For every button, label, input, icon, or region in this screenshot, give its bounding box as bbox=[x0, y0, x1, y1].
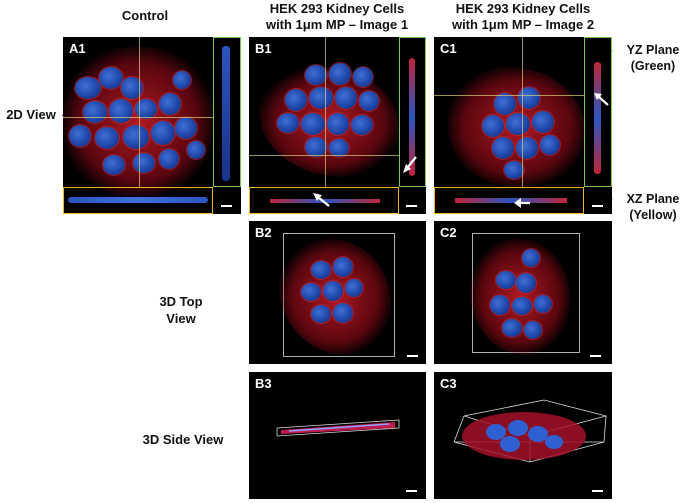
row-label-3d-side-view: 3D Side View bbox=[142, 432, 224, 447]
b3-side-slab bbox=[276, 419, 400, 437]
c2-scale-bar bbox=[590, 355, 601, 357]
annotation-xz-plane: XZ Plane (Yellow) bbox=[618, 191, 687, 223]
header-image2-line1: HEK 293 Kidney Cells bbox=[455, 1, 591, 16]
a1-scale-bar bbox=[221, 205, 232, 207]
panel-label-c1: C1 bbox=[440, 41, 457, 56]
b1-xz-plane-strip bbox=[249, 187, 399, 214]
c3-scale-bar bbox=[592, 490, 603, 492]
header-image1-line1: HEK 293 Kidney Cells bbox=[269, 1, 405, 16]
annotation-yz-line1: YZ Plane bbox=[626, 43, 680, 57]
header-image1: HEK 293 Kidney Cells with 1μm MP – Image… bbox=[248, 1, 426, 33]
panel-label-c3: C3 bbox=[440, 376, 457, 391]
panel-c1-image2-2d: C1 bbox=[434, 37, 612, 214]
annotation-xz-line2: (Yellow) bbox=[629, 208, 677, 222]
panel-label-c2: C2 bbox=[440, 225, 457, 240]
panel-a1-control-2d: A1 bbox=[63, 37, 241, 214]
c1-yz-plane-strip bbox=[584, 37, 612, 187]
b3-scale-bar bbox=[406, 490, 417, 492]
annotation-yz-line2: (Green) bbox=[630, 59, 676, 73]
c1-yz-arrow-icon bbox=[594, 93, 609, 106]
header-image2: HEK 293 Kidney Cells with 1μm MP – Image… bbox=[434, 1, 612, 33]
row-label-2d-view: 2D View bbox=[6, 107, 56, 122]
annotation-yz-plane: YZ Plane (Green) bbox=[618, 42, 687, 74]
annotation-xz-line1: XZ Plane bbox=[626, 192, 680, 206]
c1-xz-plane-strip bbox=[434, 187, 584, 214]
panel-b1-image1-2d: B1 bbox=[249, 37, 426, 214]
panel-label-b3: B3 bbox=[255, 376, 272, 391]
header-image1-line2: with 1μm MP – Image 1 bbox=[265, 17, 409, 32]
row-label-3d-top-line2: View bbox=[166, 311, 196, 326]
panel-b3-image1-3d-side: B3 bbox=[249, 372, 426, 499]
c1-xz-arrow-icon bbox=[514, 198, 530, 208]
row-label-3d-top-view: 3D Top View bbox=[126, 293, 236, 327]
panel-label-b1: B1 bbox=[255, 41, 272, 56]
row-label-3d-top-line1: 3D Top bbox=[159, 294, 203, 309]
panel-c3-image2-3d-side: C3 bbox=[434, 372, 612, 499]
c1-scale-bar bbox=[592, 205, 603, 207]
b1-xz-arrow-icon bbox=[313, 193, 330, 207]
a1-xz-plane-strip bbox=[63, 187, 213, 214]
a1-yz-plane-strip bbox=[213, 37, 241, 187]
b2-scale-bar bbox=[407, 355, 418, 357]
panel-b2-image1-3d-top: B2 bbox=[249, 221, 426, 364]
c3-side-box bbox=[453, 399, 608, 463]
panel-c2-image2-3d-top: C2 bbox=[434, 221, 612, 364]
header-image2-line2: with 1μm MP – Image 2 bbox=[451, 17, 595, 32]
header-control: Control bbox=[121, 8, 169, 23]
b1-yz-arrow-icon bbox=[403, 156, 417, 173]
b1-scale-bar bbox=[406, 205, 417, 207]
panel-label-a1: A1 bbox=[69, 41, 86, 56]
b1-yz-plane-strip bbox=[399, 37, 426, 187]
panel-label-b2: B2 bbox=[255, 225, 272, 240]
